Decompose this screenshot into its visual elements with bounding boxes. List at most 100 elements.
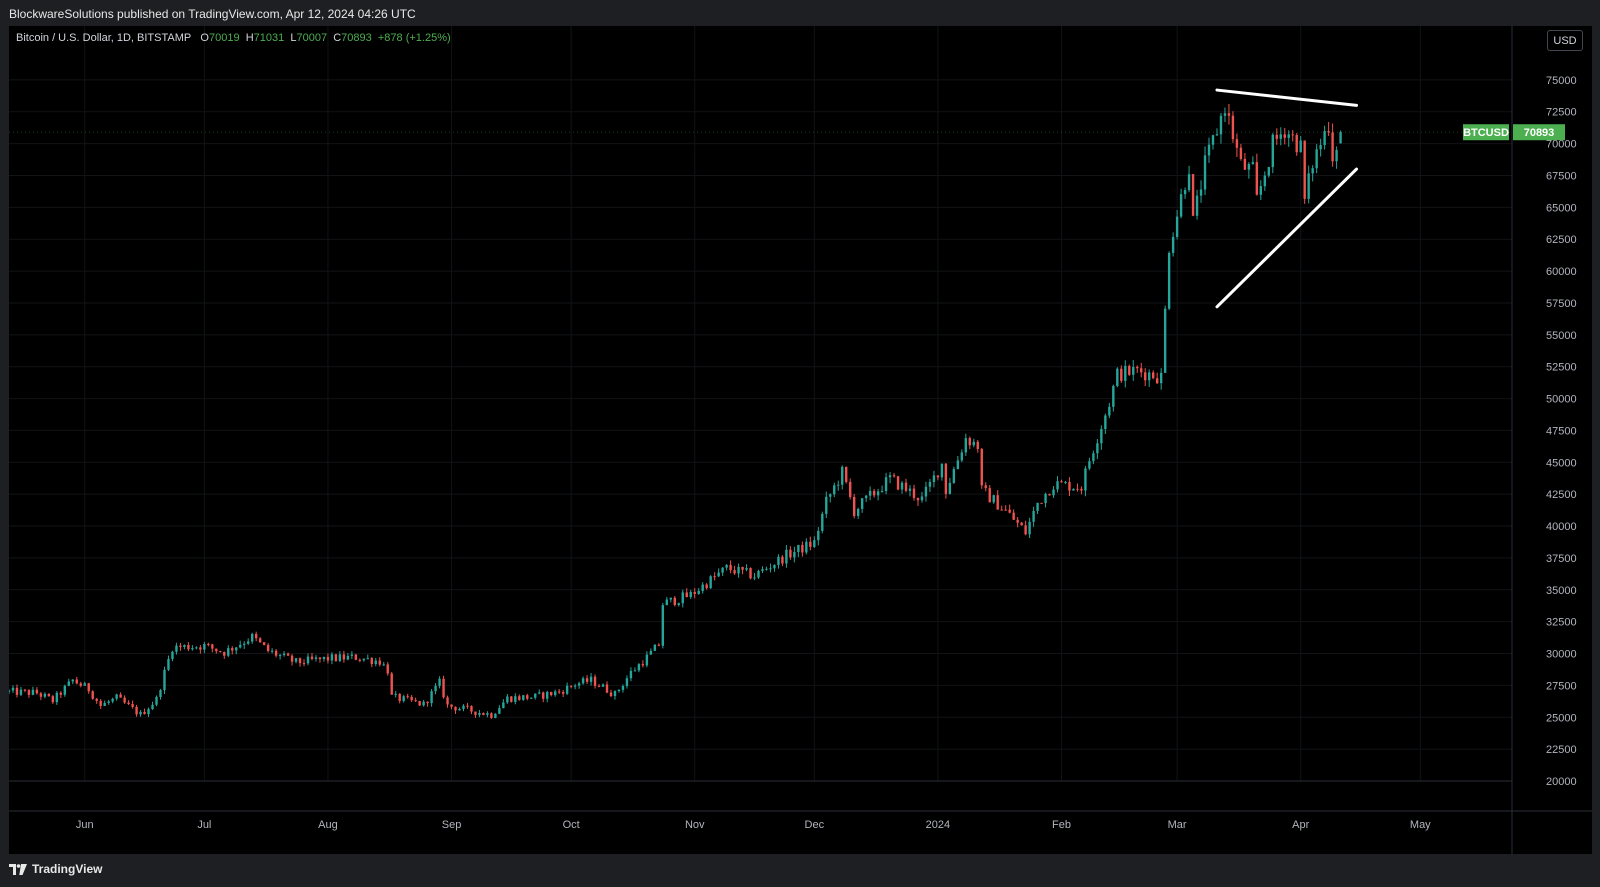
- candlestick-chart[interactable]: 20000 22500 25000 27500 30000 32500 35000 37500…: [9, 26, 1592, 854]
- candle-up: [1307, 173, 1310, 199]
- candle-up: [434, 685, 437, 692]
- candle-up: [805, 541, 808, 553]
- candle-up: [777, 556, 780, 565]
- price-tick-label: 25000: [1546, 712, 1577, 724]
- legend-close-label: C: [333, 32, 342, 44]
- candle-down: [1060, 481, 1063, 483]
- publisher-bar: BlockwareSolutions published on TradingV…: [0, 0, 1600, 26]
- candle-up: [709, 576, 712, 589]
- candle-up: [932, 475, 936, 482]
- candle-up: [43, 693, 47, 697]
- candle-up: [306, 656, 310, 664]
- candle-up: [697, 590, 700, 594]
- candle-down: [1295, 135, 1298, 153]
- candle-up: [860, 498, 864, 509]
- candle-down: [410, 696, 413, 701]
- candle-up: [382, 664, 385, 666]
- candle-up: [163, 669, 166, 691]
- time-tick-label: 2024: [926, 819, 950, 831]
- currency-button[interactable]: USD: [1547, 30, 1583, 51]
- candle-down: [290, 655, 294, 662]
- price-tick-label: 37500: [1546, 553, 1577, 565]
- candle-down: [1040, 502, 1043, 504]
- candle-up: [506, 696, 509, 703]
- candle-down: [474, 711, 477, 715]
- candle-up: [972, 441, 975, 446]
- candle-down: [254, 633, 258, 639]
- price-tick-label: 47500: [1546, 425, 1577, 437]
- time-tick-label: Dec: [805, 819, 825, 831]
- candle-down: [378, 660, 381, 665]
- candle-up: [151, 704, 154, 710]
- price-tick-label: 55000: [1546, 330, 1577, 342]
- candle-up: [888, 475, 892, 478]
- candle-up: [1064, 481, 1067, 483]
- candle-down: [446, 697, 449, 705]
- candle-down: [510, 696, 513, 702]
- candle-up: [900, 482, 904, 490]
- candle-down: [892, 475, 896, 477]
- candle-down: [274, 650, 278, 656]
- candle-up: [1251, 162, 1255, 165]
- candle-up: [1199, 189, 1203, 196]
- candle-up: [617, 689, 621, 692]
- candle-up: [1032, 510, 1035, 522]
- candle-up: [402, 696, 405, 701]
- tradingview-logo-icon: [9, 863, 27, 875]
- candle-up: [952, 469, 956, 483]
- candle-down: [849, 481, 852, 497]
- candle-up: [577, 683, 581, 686]
- candle-up: [653, 644, 657, 651]
- candle-down: [1191, 174, 1195, 216]
- chart-frame[interactable]: 20000 22500 25000 27500 30000 32500 35000 37500…: [9, 26, 1592, 854]
- candle-up: [1195, 195, 1199, 216]
- candle-down: [266, 644, 270, 652]
- candle-down: [872, 490, 876, 496]
- time-tick-label: Jun: [76, 819, 94, 831]
- candle-down: [386, 664, 389, 674]
- candle-down: [988, 488, 991, 503]
- candle-up: [322, 656, 326, 660]
- candle-up: [195, 647, 198, 649]
- candle-down: [1235, 139, 1239, 148]
- legend-change: +878 (+1.25%): [377, 32, 451, 44]
- candle-down: [641, 664, 645, 666]
- candle-up: [884, 477, 888, 492]
- candle-down: [179, 645, 182, 647]
- candle-down: [406, 696, 409, 698]
- candle-up: [817, 530, 820, 541]
- candle-up: [1263, 175, 1267, 187]
- candle-down: [490, 713, 493, 718]
- candle-down: [550, 691, 553, 696]
- candle-down: [1068, 481, 1071, 491]
- lower-trendline: [1215, 167, 1359, 309]
- candle-up: [1203, 155, 1207, 190]
- candle-up: [761, 569, 764, 571]
- candle-down: [127, 702, 130, 705]
- price-tick-label: 42500: [1546, 489, 1577, 501]
- candle-down: [199, 647, 202, 650]
- candle-down: [1227, 113, 1231, 116]
- candle-up: [55, 692, 59, 703]
- tradingview-logo[interactable]: TradingView: [9, 862, 102, 876]
- price-tick-label: 20000: [1546, 776, 1577, 788]
- candle-up: [115, 694, 118, 699]
- candle-up: [928, 481, 932, 487]
- time-tick-label: Sep: [442, 819, 462, 831]
- candle-up: [107, 701, 110, 703]
- candle-up: [486, 713, 489, 715]
- candle-down: [585, 678, 589, 682]
- candle-up: [167, 659, 170, 670]
- candle-down: [231, 648, 234, 651]
- candle-up: [837, 484, 840, 486]
- candle-down: [95, 698, 98, 701]
- candle-up: [282, 653, 286, 656]
- legend-high-value: 71031: [253, 32, 285, 44]
- candle-down: [542, 692, 545, 699]
- candle-up: [203, 643, 206, 650]
- candle-up: [294, 658, 298, 662]
- price-tick-label: 30000: [1546, 649, 1577, 661]
- candle-up: [374, 660, 377, 665]
- candle-down: [426, 701, 429, 704]
- candle-down: [781, 556, 784, 564]
